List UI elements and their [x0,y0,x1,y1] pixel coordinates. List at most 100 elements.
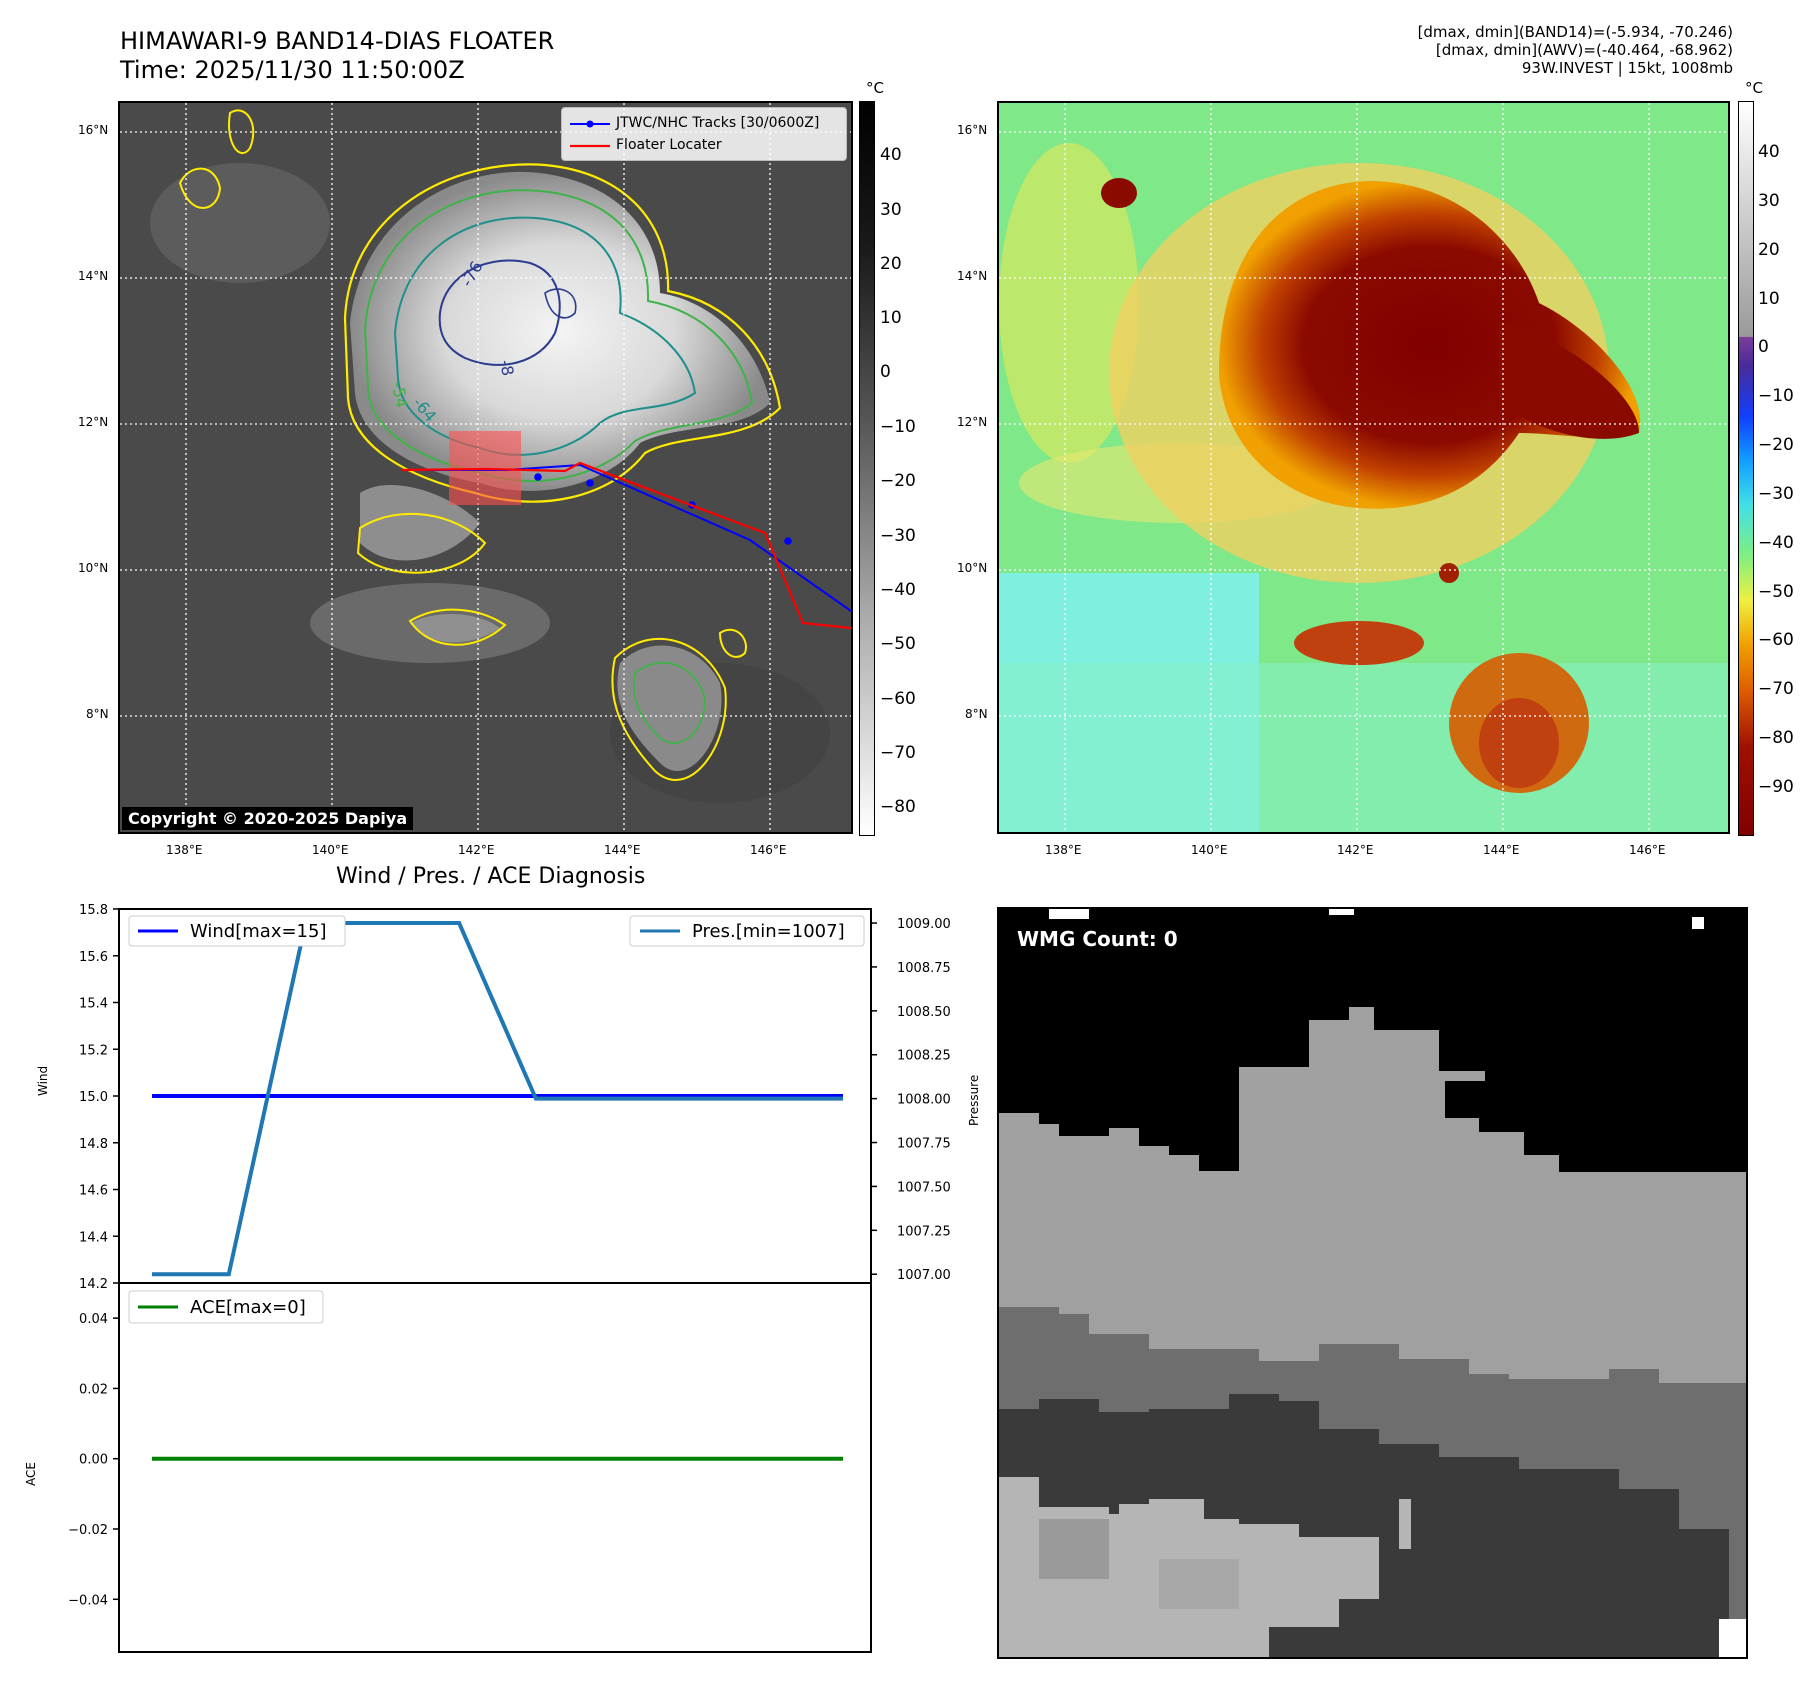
ir-cb-tick: −60 [880,689,916,709]
pressure-tick-label: 1008.75 [897,961,951,976]
awv-map-panel[interactable] [997,101,1730,834]
ir-lat-8: 8°N [86,707,109,721]
diag-title: Wind / Pres. / ACE Diagnosis [336,864,646,889]
wind-tick-label: 15.8 [79,903,108,918]
stats-info: [dmax, dmin](BAND14)=(-5.934, -70.246) [… [1418,23,1733,77]
ir-cb-tick: 10 [880,308,902,328]
diag-frame [118,908,872,1653]
legend-tracks: JTWC/NHC Tracks [30/0600Z] [616,115,820,131]
ir-cb-tick: 40 [880,145,902,165]
awv-lon-146: 146°E [1629,843,1666,857]
awv-lon-140: 140°E [1191,843,1228,857]
awv-map-image [999,103,1728,832]
contour-label-8: -8 [496,358,517,377]
main-title: HIMAWARI-9 BAND14-DIAS FLOATER Time: 202… [120,27,554,85]
awv-lat-12: 12°N [957,415,988,429]
ir-cb-tick: 20 [880,254,902,274]
wind-tick-label: 14.8 [79,1137,108,1152]
pressure-tick-label: 1007.25 [897,1224,951,1239]
ace-tick-label: −0.04 [68,1593,108,1608]
title-line-1: HIMAWARI-9 BAND14-DIAS FLOATER [120,27,555,55]
ir-lon-142: 142°E [458,843,495,857]
awv-lat-8: 8°N [965,707,988,721]
ir-cb-tick: −10 [880,417,916,437]
ir-lat-16: 16°N [78,123,109,137]
awv-lon-142: 142°E [1337,843,1374,857]
pressure-tick-label: 1007.75 [897,1137,951,1152]
wind-tick-label: 14.4 [79,1230,108,1245]
awv-lon-144: 144°E [1483,843,1520,857]
ir-lon-144: 144°E [604,843,641,857]
awv-cb-tick: 20 [1758,240,1780,260]
wmg-panel[interactable]: WMG Count: 0 [997,907,1748,1659]
awv-cb-tick: 10 [1758,289,1780,309]
ir-map-image: -76 -64 -54 -8 [120,103,851,832]
awv-cb-tick: −30 [1758,484,1794,504]
pressure-series-line [152,921,843,1277]
awv-cb-tick: 40 [1758,142,1780,162]
wind-tick-label: 15.6 [79,950,108,965]
ir-legend: JTWC/NHC Tracks [30/0600Z] Floater Locat… [561,107,847,161]
diag-chart: 15.8 15.6 15.4 15.2 15.0 14.8 14.6 14.4 14.2 100… [68,903,951,1653]
awv-cb-tick: −90 [1758,777,1794,797]
awv-cb-tick: −10 [1758,386,1794,406]
legend-floater: Floater Locater [616,137,722,153]
ir-cb-tick: −50 [880,634,916,654]
legend-pressure-label: Pres.[min=1007] [692,921,845,942]
legend-ace: ACE[max=0] [128,1290,324,1324]
pressure-tick-label: 1007.50 [897,1180,951,1195]
ir-lon-138: 138°E [166,843,203,857]
diag-series [152,921,843,1461]
ir-map-panel[interactable]: -76 -64 -54 -8 JTWC/NHC Tracks [30/0600Z… [118,101,853,834]
ace-tick-label: 0.02 [79,1382,108,1397]
legend-ace-label: ACE[max=0] [190,1297,306,1318]
ace-tick-label: 0.00 [79,1453,108,1468]
ir-cb-tick: −40 [880,580,916,600]
awv-lat-10: 10°N [957,561,988,575]
legend-wind: Wind[max=15] [128,915,346,947]
wind-tick-label: 15.4 [79,997,108,1012]
ir-lat-10: 10°N [78,561,109,575]
wind-tick-label: 14.6 [79,1184,108,1199]
awv-cb-tick: 0 [1758,337,1769,357]
pressure-tick-label: 1007.00 [897,1268,951,1283]
wind-tick-label: 14.2 [79,1277,108,1292]
ir-cb-tick: 0 [880,362,891,382]
awv-cb-tick: −40 [1758,533,1794,553]
wmg-count-label: WMG Count: 0 [1017,927,1178,951]
floater-track-line [400,461,851,630]
ir-lat-12: 12°N [78,415,109,429]
title-line-2: Time: 2025/11/30 11:50:00Z [120,56,465,84]
legend-wind-label: Wind[max=15] [190,921,327,942]
info-line-2: [dmax, dmin](AWV)=(-40.464, -68.962) [1435,41,1733,59]
awv-cb-tick: −60 [1758,630,1794,650]
wind-axis: 15.8 15.6 15.4 15.2 15.0 14.8 14.6 14.4 14.2 [79,903,119,1292]
awv-lon-138: 138°E [1045,843,1082,857]
ir-cb-tick: −30 [880,526,916,546]
awv-colorbar-unit: °C [1745,79,1763,97]
pressure-tick-label: 1008.50 [897,1005,951,1020]
pressure-tick-label: 1008.00 [897,1093,951,1108]
ir-cb-tick: −70 [880,743,916,763]
awv-cb-tick: −80 [1758,728,1794,748]
ir-lat-14: 14°N [78,269,109,283]
wind-tick-label: 15.2 [79,1043,108,1058]
ir-lon-140: 140°E [312,843,349,857]
ir-cb-tick: −20 [880,471,916,491]
wmg-image [999,909,1746,1657]
awv-cb-tick: −70 [1758,679,1794,699]
pressure-tick-label: 1008.25 [897,1049,951,1064]
ace-axis: 0.04 0.02 0.00 −0.02 −0.04 [68,1312,119,1608]
awv-cb-tick: −50 [1758,582,1794,602]
pressure-tick-label: 1009.00 [897,917,951,932]
ir-lon-146: 146°E [750,843,787,857]
ir-cb-tick: 30 [880,200,902,220]
info-line-3: 93W.INVEST | 15kt, 1008mb [1521,59,1733,77]
ir-cb-tick: −80 [880,797,916,817]
info-line-1: [dmax, dmin](BAND14)=(-5.934, -70.246) [1417,23,1733,41]
ace-tick-label: −0.02 [68,1523,108,1538]
wind-tick-label: 15.0 [79,1090,108,1105]
contour-label-54: -54 [388,380,411,409]
ir-colorbar [859,101,875,836]
awv-cb-tick: 30 [1758,191,1780,211]
